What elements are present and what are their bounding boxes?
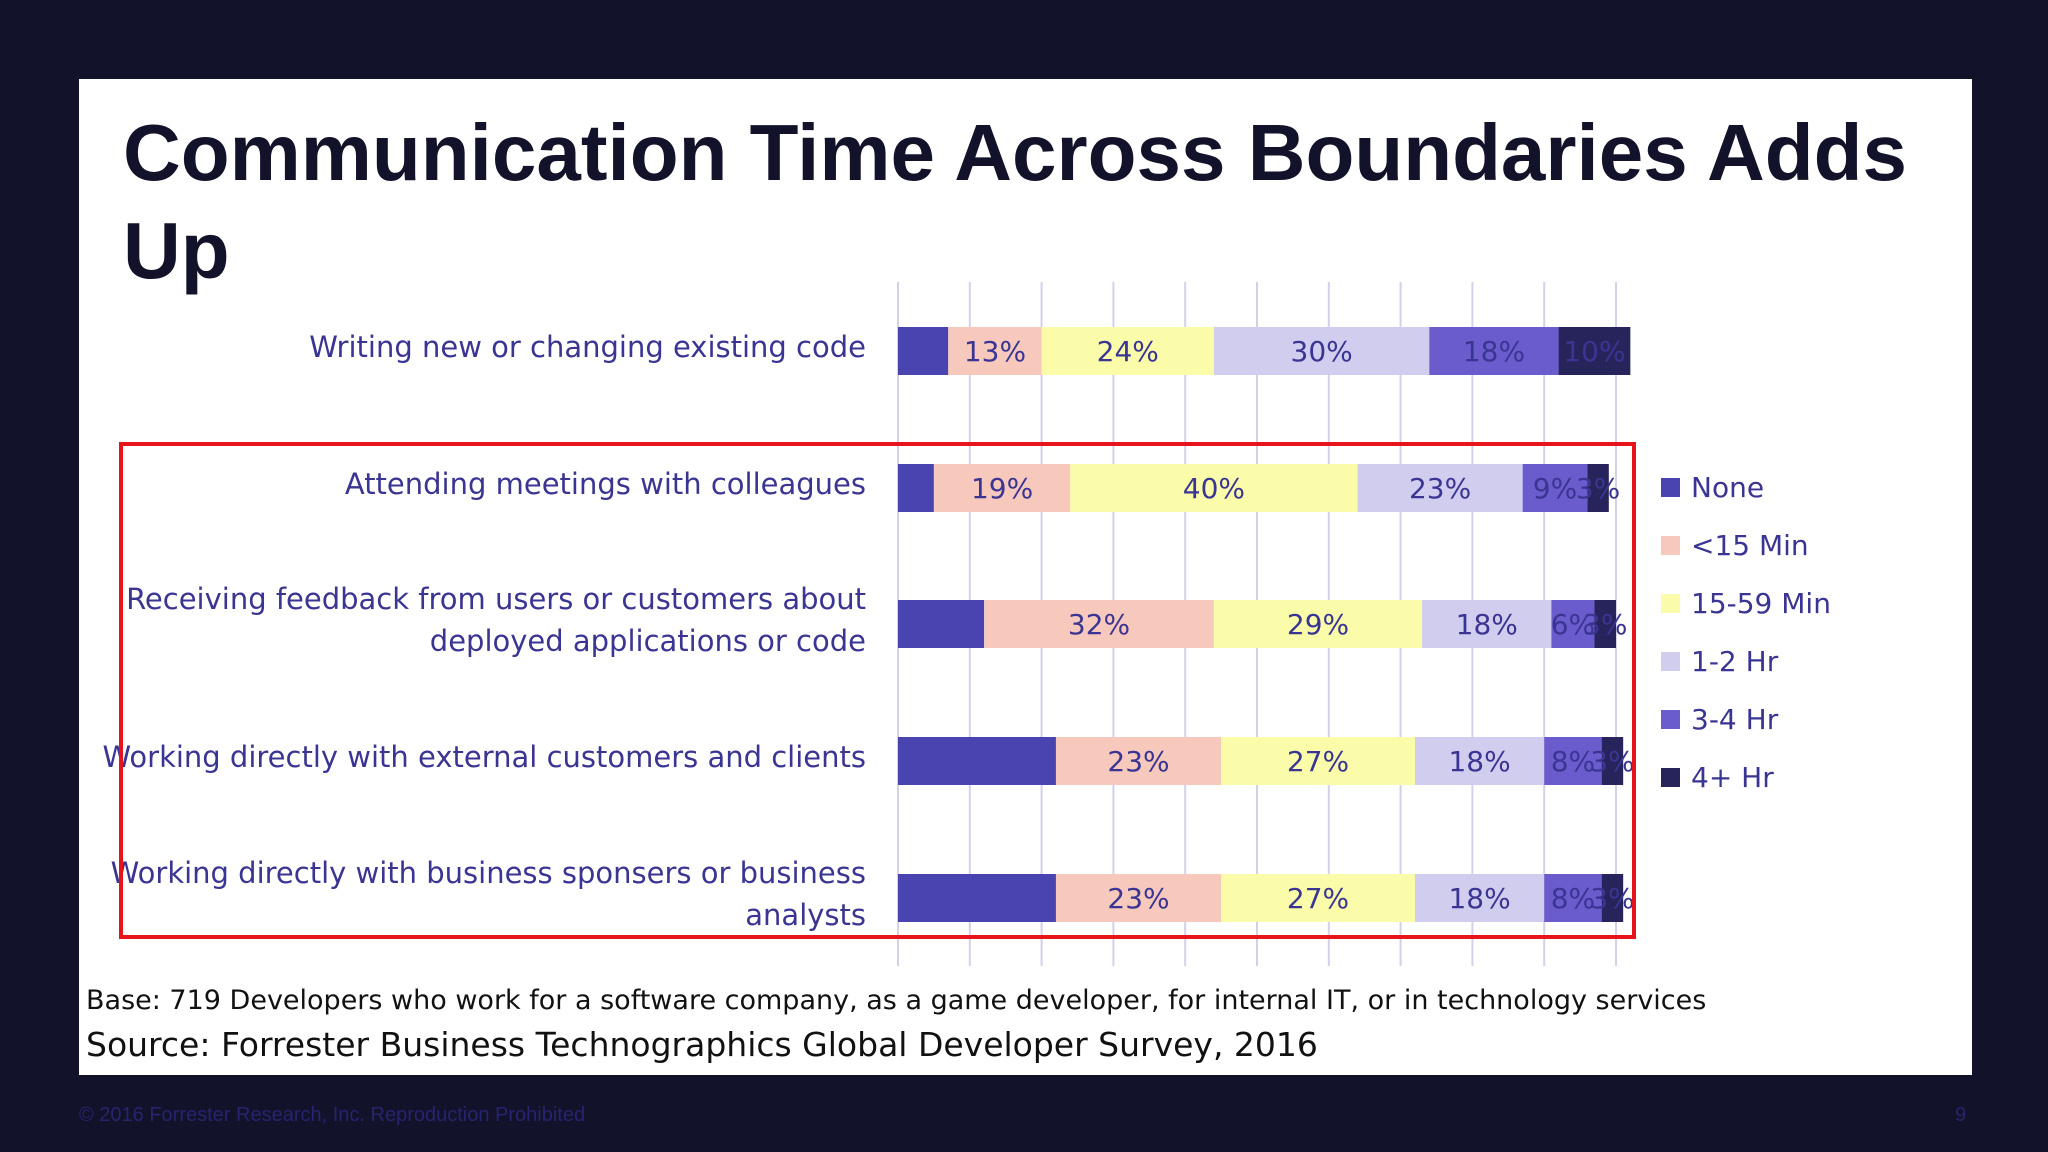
bar-segment — [1544, 874, 1602, 922]
bar-segment — [898, 464, 934, 512]
bar-segment — [898, 737, 1056, 785]
legend-item: None — [1661, 458, 1831, 516]
chart-bars — [898, 327, 1631, 922]
legend-label: 4+ Hr — [1691, 760, 1774, 794]
bar-segment — [1429, 327, 1559, 375]
value-label: 23% — [1409, 472, 1471, 505]
value-label: 27% — [1287, 745, 1349, 778]
bar-segment — [1414, 737, 1545, 785]
value-label: 9% — [1533, 472, 1577, 505]
bar-segment — [1041, 327, 1214, 375]
bar-segment — [1587, 464, 1609, 512]
bar-segment — [1213, 327, 1430, 375]
bar-segment — [948, 327, 1042, 375]
bar-segment — [1055, 737, 1222, 785]
bar-segment — [1522, 464, 1588, 512]
bar-segment — [1055, 874, 1222, 922]
footer-copyright: © 2016 Forrester Research, Inc. Reproduc… — [79, 1104, 586, 1126]
value-label: 40% — [1183, 472, 1245, 505]
value-label: 3% — [1583, 608, 1627, 641]
category-label: Receiving feedback from users or custome… — [126, 582, 866, 658]
bar-segment — [1070, 464, 1358, 512]
value-label: 24% — [1097, 335, 1159, 368]
bar-segment — [1601, 874, 1624, 922]
legend-item: 1-2 Hr — [1661, 632, 1831, 690]
bar-segment — [1422, 600, 1552, 648]
bar-segment — [898, 327, 949, 375]
bar-segment — [898, 874, 1056, 922]
legend-swatch — [1661, 767, 1680, 787]
legend-swatch — [1661, 477, 1680, 497]
value-label: 18% — [1448, 882, 1510, 915]
bar-segment — [1544, 737, 1602, 785]
value-label: 18% — [1448, 745, 1510, 778]
legend-swatch — [1661, 535, 1680, 555]
bar-segment — [1558, 327, 1631, 375]
legend-label: 15-59 Min — [1691, 586, 1831, 620]
value-label: 19% — [971, 472, 1033, 505]
value-label: 18% — [1456, 608, 1518, 641]
category-label: Working directly with business sponsers … — [110, 856, 866, 932]
value-label: 3% — [1590, 882, 1634, 915]
value-label: 27% — [1287, 882, 1349, 915]
bar-segment — [1221, 874, 1415, 922]
source-note: Source: Forrester Business Technographic… — [86, 1025, 1318, 1064]
legend-label: None — [1691, 470, 1765, 504]
bar-segment — [1601, 737, 1624, 785]
value-label: 10% — [1563, 335, 1625, 368]
bar-segment — [1414, 874, 1545, 922]
slide-title: Communication Time Across Boundaries Add… — [123, 108, 1908, 295]
value-label: 18% — [1463, 335, 1525, 368]
chart-legend: None <15 Min 15-59 Min 1-2 Hr 3-4 Hr 4+ Hr — [1661, 458, 1831, 806]
bar-segment — [1221, 737, 1415, 785]
value-label: 29% — [1287, 608, 1349, 641]
page-number: 9 — [1955, 1104, 1967, 1126]
bar-segment — [898, 600, 985, 648]
bar-segment — [1357, 464, 1523, 512]
value-label: 23% — [1107, 882, 1169, 915]
value-label: 30% — [1291, 335, 1353, 368]
value-label: 3% — [1590, 745, 1634, 778]
value-label: 23% — [1107, 745, 1169, 778]
value-label: 8% — [1551, 745, 1595, 778]
legend-swatch — [1661, 593, 1680, 613]
legend-item: <15 Min — [1661, 516, 1831, 574]
base-note: Base: 719 Developers who work for a soft… — [86, 985, 1707, 1016]
value-label: 6% — [1551, 608, 1595, 641]
legend-swatch — [1661, 709, 1680, 729]
legend-label: <15 Min — [1691, 528, 1809, 562]
bar-segment — [933, 464, 1071, 512]
chart-value-labels: 13% 24% 30% 18% 10%19% 40% 23% 9%3%32% 29% 18% 6%3… — [964, 335, 1635, 915]
value-label: 13% — [964, 335, 1026, 368]
legend-label: 3-4 Hr — [1691, 702, 1779, 736]
bar-segment — [1213, 600, 1423, 648]
legend-swatch — [1661, 651, 1680, 671]
category-label: Writing new or changing existing code — [309, 330, 866, 364]
legend-item: 15-59 Min — [1661, 574, 1831, 632]
bar-segment — [1551, 600, 1595, 648]
category-label: Working directly with external customers… — [102, 740, 866, 774]
bar-segment — [1594, 600, 1616, 648]
value-label: 32% — [1068, 608, 1130, 641]
legend-label: 1-2 Hr — [1691, 644, 1779, 678]
highlight-box — [119, 442, 1636, 939]
legend-item: 3-4 Hr — [1661, 690, 1831, 748]
legend-item: 4+ Hr — [1661, 748, 1831, 806]
category-label: Attending meetings with colleagues — [344, 467, 866, 501]
value-label: 8% — [1551, 882, 1595, 915]
bar-segment — [984, 600, 1214, 648]
value-label: 3% — [1576, 472, 1620, 505]
